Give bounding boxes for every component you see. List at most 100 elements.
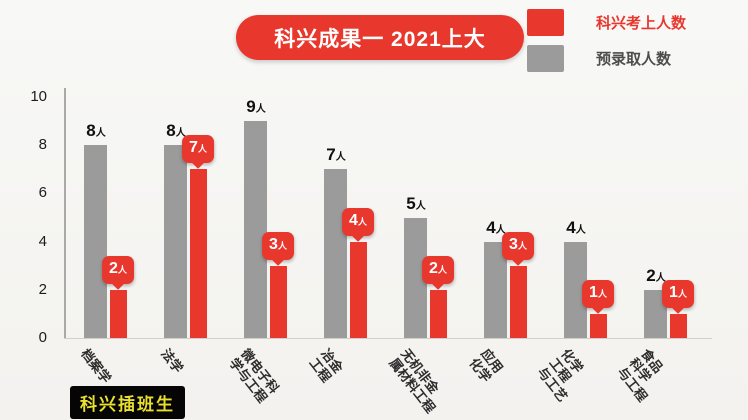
y-axis-line	[64, 88, 66, 339]
bar-pre-admitted	[564, 241, 587, 338]
gray-value-label: 4人	[553, 217, 599, 239]
y-axis-tick-label: 2	[38, 280, 47, 298]
red-value-number: 2	[429, 259, 438, 277]
bubble-tail	[591, 301, 605, 314]
red-value-unit: 人	[517, 240, 527, 251]
red-value-number: 4	[349, 211, 358, 229]
bar-admitted	[590, 313, 607, 338]
chart-title-pill: 科兴成果一 2021上大	[236, 15, 524, 60]
chart-title: 科兴成果一 2021上大	[274, 27, 486, 51]
gray-value-label: 5人	[393, 193, 439, 215]
y-axis-tick-label: 4	[38, 232, 47, 250]
gray-value-number: 8	[166, 121, 176, 141]
x-axis-category-label: 化学 工程 与工艺	[535, 346, 594, 404]
y-axis-tick-label: 8	[38, 136, 47, 154]
red-value-bubble: 2人	[102, 255, 134, 290]
gray-value-unit: 人	[95, 128, 106, 140]
red-value-unit: 人	[277, 240, 287, 251]
gray-value-label: 8人	[73, 120, 119, 142]
legend-item: 科兴考上人数	[527, 8, 686, 36]
watermark-text: 科兴插班生	[80, 395, 175, 414]
bubble-tail	[511, 252, 525, 266]
gray-value-unit: 人	[415, 200, 426, 212]
red-value-unit: 人	[357, 216, 367, 227]
gray-value-unit: 人	[655, 272, 666, 284]
red-value-number: 7	[189, 139, 198, 157]
red-value-unit: 人	[197, 144, 207, 155]
red-value-bubble: 1人	[582, 279, 614, 314]
red-value-number: 2	[109, 259, 118, 277]
bar-admitted	[110, 289, 127, 338]
x-axis-category-label: 档案学	[78, 346, 114, 386]
red-value-number: 3	[509, 235, 518, 253]
gray-value-unit: 人	[255, 104, 266, 116]
gray-value-number: 9	[246, 97, 256, 117]
red-value-number: 1	[589, 283, 598, 301]
legend-swatch	[527, 44, 564, 72]
red-value-unit: 人	[597, 288, 607, 299]
legend-item-label: 科兴考上人数	[596, 14, 687, 32]
bar-pre-admitted	[644, 289, 667, 338]
gray-value-label: 7人	[313, 144, 359, 166]
gray-value-number: 4	[566, 217, 576, 237]
red-value-unit: 人	[437, 264, 447, 275]
bar-admitted	[270, 265, 287, 338]
gray-value-number: 8	[86, 121, 96, 141]
bar-admitted	[350, 241, 367, 338]
gray-value-number: 7	[326, 145, 336, 165]
bar-admitted	[190, 169, 207, 338]
legend-item: 预录取人数	[527, 44, 686, 72]
red-value-bubble: 3人	[262, 231, 294, 266]
bubble-tail	[671, 301, 685, 314]
gray-value-number: 2	[646, 265, 656, 285]
gray-value-label: 8人	[153, 120, 199, 142]
bar-pre-admitted	[324, 169, 347, 338]
red-value-bubble: 3人	[502, 231, 534, 266]
red-value-number: 1	[669, 283, 678, 301]
x-axis-category-label: 冶金 工程	[306, 346, 346, 385]
category-label-line: 档案学	[78, 346, 115, 386]
bubble-tail	[191, 156, 205, 170]
bar-admitted	[510, 265, 527, 338]
red-value-bubble: 1人	[662, 279, 694, 314]
bar-pre-admitted	[164, 145, 187, 338]
red-value-bubble: 4人	[342, 207, 374, 242]
x-axis-category-label: 法学	[158, 346, 186, 376]
y-axis-tick-label: 10	[30, 88, 47, 105]
y-axis-tick-label: 0	[38, 329, 47, 346]
gray-value-unit: 人	[495, 224, 506, 236]
watermark-badge: 科兴插班生	[70, 386, 185, 419]
bubble-tail	[431, 276, 445, 290]
gray-value-number: 5	[406, 193, 416, 213]
x-axis-baseline	[64, 338, 712, 339]
x-axis-category-label: 无机非金 属材料工程	[386, 346, 450, 416]
legend: 科兴考上人数 预录取人数	[527, 8, 686, 80]
red-value-unit: 人	[677, 288, 687, 299]
bar-pre-admitted	[84, 145, 107, 338]
bar-admitted	[670, 313, 687, 338]
gray-value-label: 4人	[473, 217, 519, 239]
bar-pre-admitted	[244, 121, 267, 338]
gray-value-unit: 人	[575, 224, 586, 236]
gray-value-label: 9人	[233, 96, 279, 118]
bubble-tail	[271, 252, 285, 266]
red-value-bubble: 2人	[422, 255, 454, 290]
red-value-bubble: 7人	[182, 135, 214, 170]
x-axis-category-label: 食品 科学 与工程	[615, 346, 674, 404]
gray-value-unit: 人	[175, 128, 186, 140]
bar-pre-admitted	[484, 241, 507, 338]
legend-item-label: 预录取人数	[596, 50, 672, 68]
red-value-unit: 人	[117, 264, 127, 275]
legend-swatch	[527, 8, 564, 36]
bubble-tail	[111, 276, 125, 290]
gray-value-unit: 人	[335, 152, 346, 164]
x-axis-category-label: 应用 化学	[466, 346, 506, 385]
red-value-number: 3	[269, 235, 278, 253]
x-axis-category-label: 微电子科 学与工程	[226, 346, 282, 405]
gray-value-label: 2人	[633, 265, 679, 287]
y-axis-tick-label: 6	[38, 184, 47, 202]
bar-admitted	[430, 289, 447, 338]
bubble-tail	[351, 228, 365, 242]
